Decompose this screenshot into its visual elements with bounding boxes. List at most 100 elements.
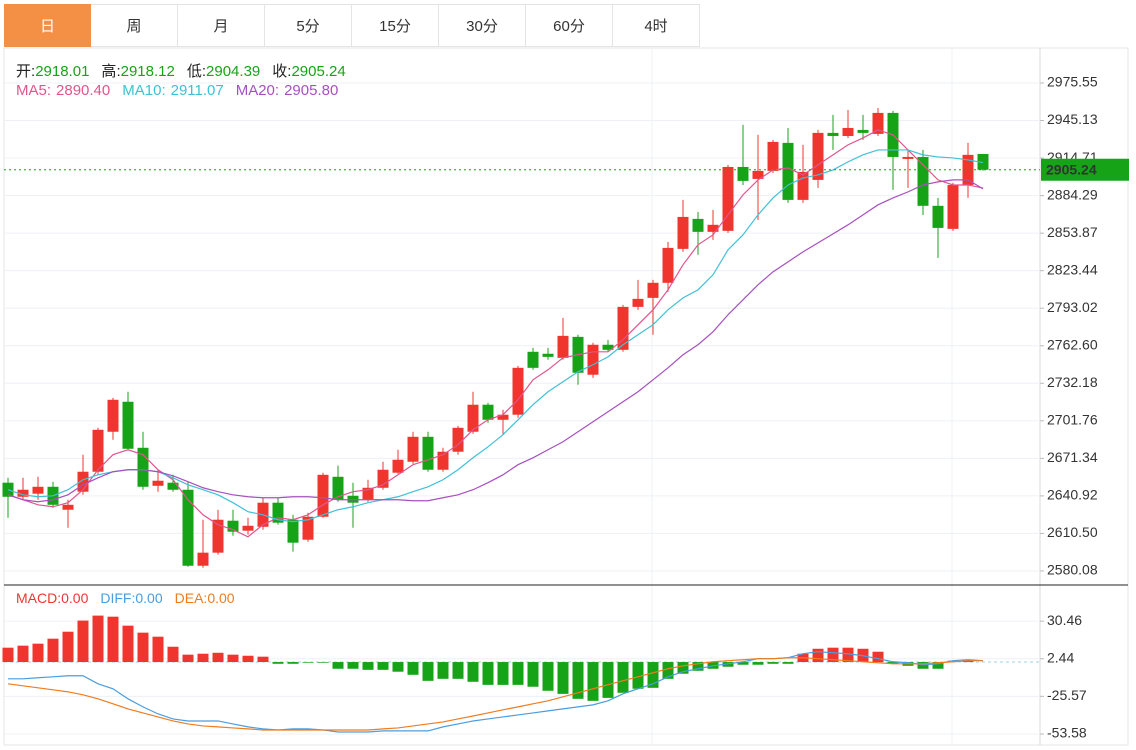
macd-bar bbox=[662, 662, 674, 679]
ohlc-name: 开 bbox=[16, 63, 32, 80]
macd-name: DEA bbox=[174, 590, 204, 606]
indicator-line bbox=[7, 129, 984, 538]
macd-bar bbox=[782, 662, 794, 664]
candle-body bbox=[122, 401, 134, 449]
candle-body bbox=[677, 216, 689, 249]
y-tick-label: 2884.29 bbox=[1047, 186, 1098, 202]
macd-bar bbox=[872, 651, 884, 663]
candle-body bbox=[917, 156, 929, 206]
ohlc-item: 收:2905.24 bbox=[272, 63, 345, 80]
candle-body bbox=[977, 153, 989, 170]
separator: : bbox=[201, 63, 207, 80]
candle-body bbox=[557, 335, 569, 358]
candle-body bbox=[167, 482, 179, 490]
candle-body bbox=[617, 306, 629, 350]
candle-body bbox=[602, 344, 614, 350]
candle-body bbox=[107, 399, 119, 432]
candle-body bbox=[872, 112, 884, 134]
macd-bar bbox=[692, 662, 704, 671]
candle-body bbox=[632, 298, 644, 307]
macd-bar bbox=[107, 616, 119, 663]
ohlc-value: 2918.12 bbox=[120, 63, 175, 80]
candle-body bbox=[437, 451, 449, 470]
y-tick-label: 2580.08 bbox=[1047, 562, 1098, 578]
ohlc-item: 低:2904.39 bbox=[187, 63, 260, 80]
y-tick-label: 2671.34 bbox=[1047, 449, 1098, 465]
period-tab[interactable]: 5分 bbox=[265, 4, 352, 47]
candle-body bbox=[197, 552, 209, 566]
y-tick-label: 2853.87 bbox=[1047, 224, 1098, 240]
candle-body bbox=[797, 171, 809, 200]
period-tab[interactable]: 4时 bbox=[613, 4, 700, 47]
candle-body bbox=[77, 471, 89, 492]
period-tab[interactable]: 周 bbox=[91, 4, 178, 47]
macd-bar bbox=[437, 662, 449, 679]
macd-bar bbox=[377, 662, 389, 670]
ma-name: MA5 bbox=[16, 82, 47, 99]
ma-name: MA20 bbox=[235, 82, 275, 99]
period-tab[interactable]: 15分 bbox=[352, 4, 439, 47]
candle-body bbox=[722, 166, 734, 231]
period-tab[interactable]: 月 bbox=[178, 4, 265, 47]
indicator-line bbox=[7, 149, 984, 523]
candle-body bbox=[467, 404, 479, 432]
macd-bar bbox=[182, 654, 194, 663]
indicator-line bbox=[7, 657, 983, 731]
separator: : bbox=[274, 82, 280, 99]
candle-body bbox=[527, 351, 539, 368]
ohlc-value: 2905.24 bbox=[291, 63, 346, 80]
period-tab[interactable]: 日 bbox=[4, 4, 91, 47]
candle-body bbox=[767, 141, 779, 171]
indicator-line bbox=[7, 179, 984, 503]
ohlc-value: 2904.39 bbox=[206, 63, 261, 80]
candle-body bbox=[692, 218, 704, 232]
y-tick-label: 2975.55 bbox=[1047, 74, 1098, 90]
candle-body bbox=[707, 224, 719, 232]
macd-bar bbox=[602, 662, 614, 698]
y-tick-label: -53.58 bbox=[1047, 725, 1087, 741]
last-price-label: 2905.24 bbox=[1046, 161, 1097, 177]
macd-bar bbox=[467, 662, 479, 682]
macd-bar bbox=[932, 662, 944, 669]
separator: : bbox=[287, 63, 292, 80]
ma-name: MA10 bbox=[122, 82, 162, 99]
candle-body bbox=[182, 489, 194, 566]
candle-body bbox=[947, 184, 959, 229]
macd-bar bbox=[422, 662, 434, 681]
macd-bar bbox=[392, 662, 404, 672]
separator: : bbox=[57, 590, 62, 606]
period-tab[interactable]: 60分 bbox=[526, 4, 613, 47]
macd-bar bbox=[347, 662, 359, 669]
macd-bar bbox=[272, 662, 284, 664]
candle-body bbox=[512, 367, 524, 415]
macd-bar bbox=[587, 662, 599, 701]
y-tick-label: -25.57 bbox=[1047, 687, 1087, 703]
candle-body bbox=[857, 129, 869, 133]
macd-bar bbox=[257, 656, 269, 663]
macd-bar bbox=[47, 638, 59, 663]
ma-value: 2911.07 bbox=[170, 82, 224, 99]
candle-body bbox=[272, 502, 284, 523]
y-tick-label: 2793.02 bbox=[1047, 299, 1098, 315]
macd-bar bbox=[407, 662, 419, 675]
macd-value: 0.00 bbox=[61, 590, 89, 606]
period-tabs: 日周月 5分 15分 30分 60分 4时 bbox=[4, 4, 700, 48]
ma-readout: MA5: 2890.40 MA10: 2911.07 MA20: 2905.80 bbox=[16, 82, 350, 99]
macd-bar bbox=[62, 631, 74, 663]
ohlc-name: 低 bbox=[186, 63, 202, 80]
period-tab[interactable]: 30分 bbox=[439, 4, 526, 47]
ma-value: 2890.40 bbox=[56, 82, 111, 99]
macd-readout: MACD:0.00 DIFF:0.00 DEA:0.00 bbox=[16, 590, 247, 606]
macd-bar bbox=[227, 654, 239, 663]
macd-bar bbox=[482, 662, 494, 685]
macd-bar bbox=[887, 662, 899, 664]
candle-body bbox=[497, 414, 509, 420]
macd-bar bbox=[137, 632, 149, 663]
macd-bar bbox=[122, 625, 134, 663]
candle-body bbox=[137, 447, 149, 487]
macd-bar bbox=[302, 662, 314, 663]
candle-body bbox=[377, 469, 389, 488]
separator: : bbox=[203, 590, 208, 606]
ohlc-item: 高:2918.12 bbox=[101, 63, 174, 80]
macd-bar bbox=[317, 662, 329, 663]
